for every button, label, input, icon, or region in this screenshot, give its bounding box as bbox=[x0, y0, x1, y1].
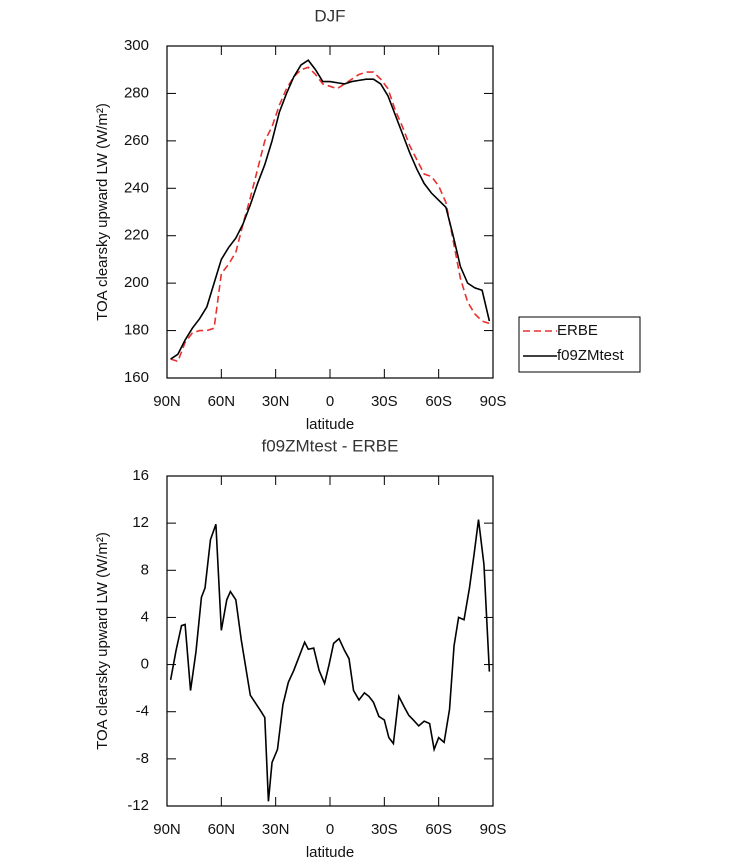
x-axis-label: latitude bbox=[306, 844, 354, 861]
y-tick-label: 220 bbox=[124, 227, 149, 244]
x-tick-label: 60S bbox=[425, 393, 452, 410]
x-tick-label: 30S bbox=[371, 821, 398, 838]
legend-label: f09ZMtest bbox=[557, 347, 625, 364]
x-tick-label: 90S bbox=[480, 393, 507, 410]
y-tick-label: 0 bbox=[141, 656, 149, 673]
y-tick-label: 4 bbox=[141, 608, 149, 625]
chart-title: f09ZMtest - ERBE bbox=[262, 436, 399, 455]
y-tick-label: 200 bbox=[124, 274, 149, 291]
x-axis-label: latitude bbox=[306, 416, 354, 433]
chart-title: DJF bbox=[314, 6, 345, 25]
y-tick-label: 300 bbox=[124, 37, 149, 54]
y-tick-label: 240 bbox=[124, 179, 149, 196]
data-line bbox=[170, 59, 491, 360]
x-tick-label: 60N bbox=[208, 393, 236, 410]
data-line bbox=[169, 519, 491, 802]
x-tick-label: 90S bbox=[480, 821, 507, 838]
y-tick-label: 16 bbox=[132, 467, 149, 484]
y-axis-label: TOA clearsky upward LW (W/m²) bbox=[94, 103, 111, 321]
y-tick-label: -8 bbox=[136, 750, 149, 767]
x-tick-label: 90N bbox=[153, 821, 181, 838]
y-tick-label: 12 bbox=[132, 514, 149, 531]
x-tick-label: 90N bbox=[153, 393, 181, 410]
data-line bbox=[170, 66, 490, 363]
legend-label: ERBE bbox=[557, 322, 598, 339]
y-tick-label: -12 bbox=[127, 797, 149, 814]
y-tick-label: 8 bbox=[141, 561, 149, 578]
x-tick-label: 30N bbox=[262, 821, 290, 838]
x-tick-label: 0 bbox=[326, 821, 334, 838]
y-tick-label: 260 bbox=[124, 132, 149, 149]
y-tick-label: -4 bbox=[136, 703, 149, 720]
x-tick-label: 30S bbox=[371, 393, 398, 410]
plot-frame bbox=[166, 45, 494, 379]
x-tick-label: 0 bbox=[326, 393, 334, 410]
y-tick-label: 160 bbox=[124, 369, 149, 386]
y-tick-label: 180 bbox=[124, 322, 149, 339]
x-tick-label: 30N bbox=[262, 393, 290, 410]
x-tick-label: 60S bbox=[425, 821, 452, 838]
y-tick-label: 280 bbox=[124, 84, 149, 101]
legend-box bbox=[518, 316, 641, 373]
x-tick-label: 60N bbox=[208, 821, 236, 838]
y-axis-label: TOA clearsky upward LW (W/m²) bbox=[94, 532, 111, 750]
